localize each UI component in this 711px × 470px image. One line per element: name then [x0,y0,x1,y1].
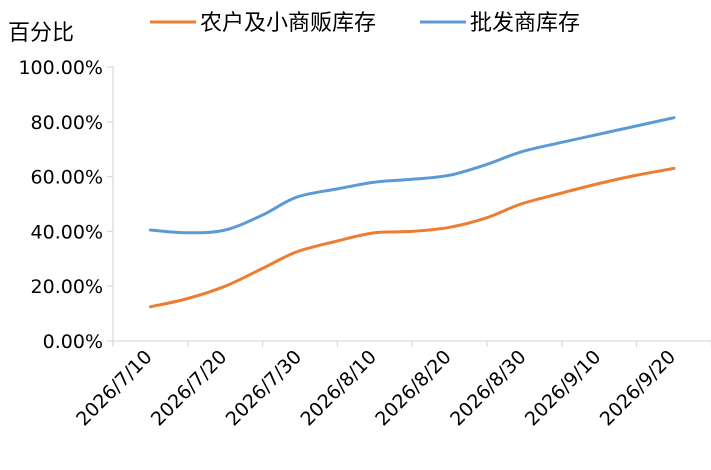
y-tick-label: 40.00% [31,221,103,243]
y-tick-label: 100.00% [18,57,103,79]
legend: 农户及小商贩库存 批发商库存 [150,11,580,36]
y-tick-label: 20.00% [31,276,103,298]
y-axis-label: 百分比 [8,21,74,46]
plot-area [148,116,676,309]
series-line-0 [148,166,676,309]
y-tick-label: 80.00% [31,112,103,134]
y-axis: 0.00% 20.00% 40.00% 60.00% 80.00% 100.00% [18,57,114,353]
legend-label-1: 批发商库存 [470,11,580,36]
y-tick-label: 0.00% [43,331,103,353]
legend-label-0: 农户及小商贩库存 [200,11,376,36]
series-line-1 [148,116,676,235]
y-tick-label: 60.00% [31,167,103,189]
